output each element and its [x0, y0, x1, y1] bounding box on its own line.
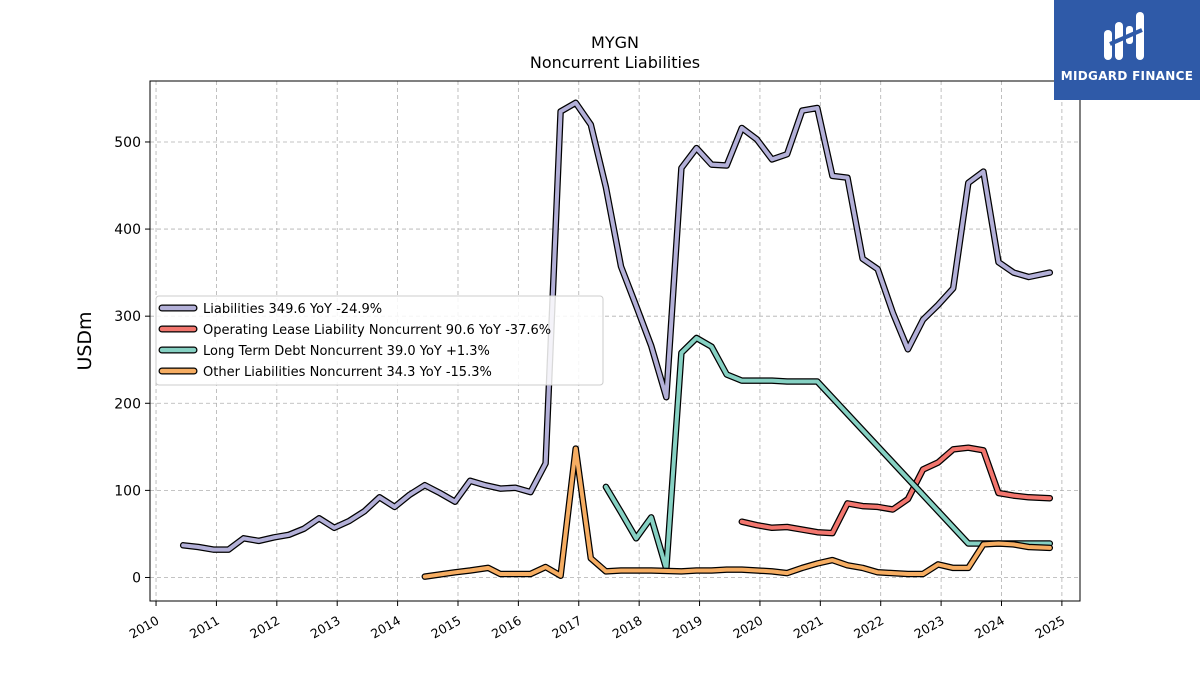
x-tick-label: 2013 — [308, 613, 343, 642]
brand-logo: MIDGARD FINANCE — [1054, 0, 1200, 100]
y-tick-label: 200 — [114, 396, 141, 412]
brand-name: MIDGARD FINANCE — [1060, 69, 1194, 83]
x-tick-label: 2015 — [428, 613, 463, 642]
plot-frame — [149, 80, 1081, 602]
x-tick-label: 2011 — [187, 613, 222, 642]
legend: Liabilities 349.6 YoY -24.9% Operating Le… — [155, 295, 604, 386]
series-line-core — [739, 445, 1052, 536]
series-line — [421, 445, 1054, 580]
axes: 0 100 200 300 400 500 2010 2011 2012 2013 2014 2015… — [114, 135, 1067, 642]
x-tick-label: 2014 — [368, 613, 403, 642]
x-tick-label: 2018 — [610, 613, 645, 642]
series-line-core — [181, 100, 1052, 552]
legend-label: Operating Lease Liability Noncurrent 90.… — [203, 323, 551, 338]
x-tick-label: 2022 — [851, 613, 886, 642]
chart-subtitle: Noncurrent Liabilities — [530, 53, 700, 72]
x-tick-label: 2010 — [126, 613, 161, 642]
x-tick-label: 2020 — [730, 613, 765, 642]
x-tick-label: 2025 — [1032, 613, 1067, 642]
legend-label: Liabilities 349.6 YoY -24.9% — [203, 302, 382, 317]
y-tick-label: 400 — [114, 222, 141, 238]
series-line-core — [422, 446, 1052, 579]
series-line — [179, 99, 1054, 553]
series-line-core — [603, 336, 1052, 571]
y-tick-label: 100 — [114, 483, 141, 499]
x-tick-label: 2021 — [791, 613, 826, 642]
x-tick-label: 2019 — [670, 613, 705, 642]
series-line — [602, 334, 1054, 573]
legend-box — [155, 295, 604, 386]
legend-label: Long Term Debt Noncurrent 39.0 YoY +1.3% — [203, 344, 490, 359]
x-tick-label: 2017 — [549, 613, 584, 642]
x-tick-label: 2023 — [912, 613, 947, 642]
chart-title: MYGN — [591, 33, 639, 52]
x-tick-label: 2024 — [972, 613, 1007, 642]
y-tick-label: 0 — [132, 570, 141, 586]
x-tick-label: 2012 — [247, 613, 282, 642]
series-lines — [179, 99, 1054, 580]
legend-label: Other Liabilities Noncurrent 34.3 YoY -1… — [203, 365, 492, 380]
x-tick-label: 2016 — [489, 613, 524, 642]
midgard-logo-icon — [1104, 12, 1144, 60]
y-axis-label: USDm — [74, 311, 96, 370]
y-tick-label: 500 — [114, 135, 141, 151]
series-line — [738, 444, 1054, 537]
y-tick-label: 300 — [114, 309, 141, 325]
